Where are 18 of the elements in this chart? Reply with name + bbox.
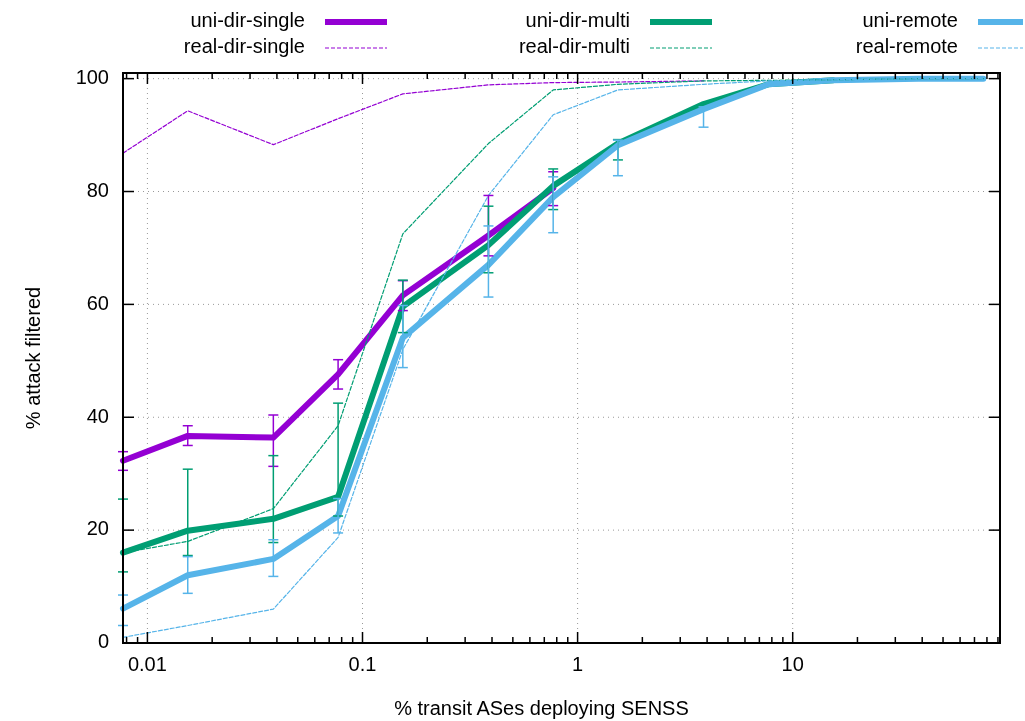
x-axis-title: % transit ASes deploying SENSS xyxy=(394,697,689,719)
legend-label: uni-dir-multi xyxy=(525,9,630,32)
y-tick-label: 100 xyxy=(75,65,109,88)
y-tick-label: 40 xyxy=(86,404,109,427)
y-tick-label: 60 xyxy=(86,291,109,314)
legend-label: real-dir-multi xyxy=(518,35,630,58)
y-tick-label: 20 xyxy=(86,517,109,540)
legend-label: real-remote xyxy=(855,35,958,58)
legend-label: uni-remote xyxy=(862,9,958,32)
y-tick-label: 80 xyxy=(86,178,109,201)
legend-label: uni-dir-single xyxy=(190,9,305,32)
x-tick-label: 0.01 xyxy=(127,653,167,675)
y-tick-label: 0 xyxy=(97,630,109,653)
legend-label: real-dir-single xyxy=(183,35,305,58)
x-tick-label: 0.1 xyxy=(348,653,377,675)
y-axis-title: % attack filtered xyxy=(22,286,44,430)
x-tick-label: 10 xyxy=(781,653,804,675)
x-tick-label: 1 xyxy=(572,653,584,675)
